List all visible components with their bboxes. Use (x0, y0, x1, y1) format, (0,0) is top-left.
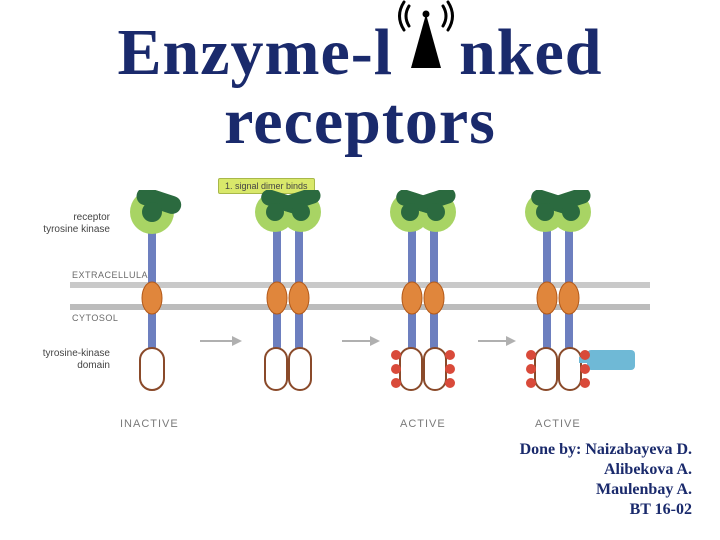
receptor-3 (380, 190, 470, 410)
title-line-2: receptors (0, 87, 720, 156)
credit-line-3: Maulenbay A. (520, 480, 692, 500)
title-line-1: Enzyme-l nked (0, 8, 720, 87)
arrow-3 (478, 340, 508, 342)
receptor-2 (245, 190, 335, 410)
side-label-bottom: tyrosine-kinase domain (40, 348, 110, 372)
state-label-3: ACTIVE (535, 418, 581, 430)
state-label-1: INACTIVE (120, 418, 179, 430)
credit-line-1: Done by: Naizabayeva D. (520, 440, 692, 460)
arrow-1 (200, 340, 234, 342)
credit-line-2: Alibekova A. (520, 460, 692, 480)
state-label-2: ACTIVE (400, 418, 446, 430)
receptor-diagram: EXTRACELLULAR CYTOSOL receptor tyrosine … (70, 170, 650, 460)
title-part1: Enzyme-l (117, 16, 393, 89)
receptor-4 (515, 190, 605, 410)
receptor-1 (110, 190, 200, 410)
credit-line-4: BT 16-02 (520, 500, 692, 520)
antenna-icon (397, 8, 455, 74)
title-part2: nked (459, 16, 602, 89)
page-title: Enzyme-l nked receptors (0, 8, 720, 157)
arrow-2 (342, 340, 372, 342)
credits-block: Done by: Naizabayeva D. Alibekova A. Mau… (520, 440, 692, 520)
side-label-top: receptor tyrosine kinase (40, 212, 110, 236)
